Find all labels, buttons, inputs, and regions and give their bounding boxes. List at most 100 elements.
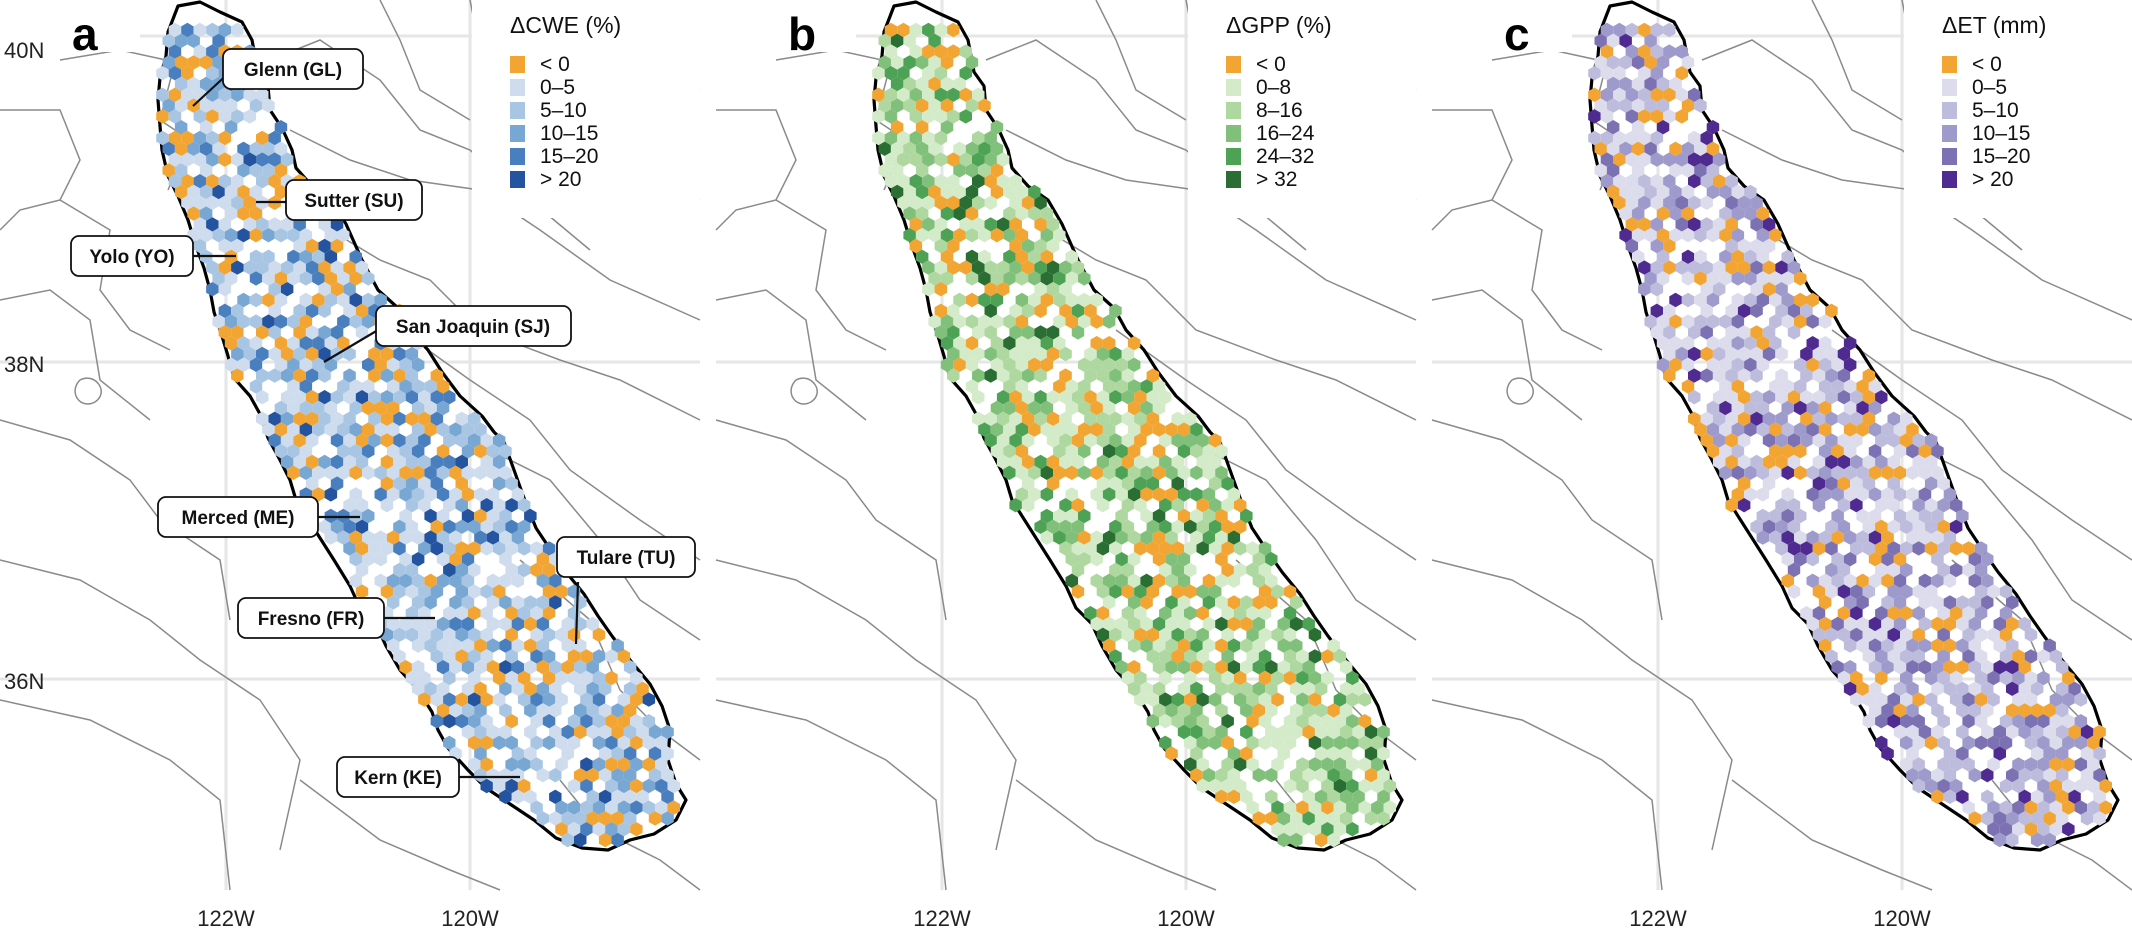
- hex-cell: [1034, 282, 1047, 297]
- hex-cell: [984, 260, 997, 275]
- hex-cell: [1028, 422, 1041, 437]
- hex-cell: [418, 411, 431, 426]
- hex-cell: [1296, 649, 1309, 664]
- hex-cell: [1993, 746, 2006, 761]
- hex-cell: [1700, 130, 1713, 146]
- hex-cell: [443, 433, 456, 448]
- hex-cell: [1003, 357, 1016, 372]
- hex-cell: [486, 508, 500, 524]
- hex-cell: [542, 670, 556, 686]
- hex-cell: [199, 206, 213, 221]
- hex-cell: [312, 292, 325, 308]
- hex-cell: [2037, 735, 2050, 750]
- hex-cell: [436, 508, 450, 524]
- hex-cell: [623, 703, 637, 718]
- hex-cell: [1781, 465, 1794, 480]
- hex-cell: [1769, 228, 1782, 243]
- hex-cell: [418, 670, 431, 686]
- hex-cell: [542, 541, 556, 556]
- hex-cell: [947, 44, 960, 59]
- hex-cell: [1737, 368, 1751, 383]
- hex-cell: [1812, 411, 1826, 426]
- hex-cell: [1906, 746, 1919, 761]
- hex-cell: [1096, 390, 1110, 405]
- hex-cell: [1146, 519, 1160, 534]
- hex-cell: [1993, 811, 2006, 826]
- hex-cell: [1065, 487, 1078, 502]
- hex-cell: [1059, 411, 1072, 426]
- hex-cell: [1868, 616, 1882, 632]
- hex-cell: [561, 746, 574, 761]
- hex-cell: [1171, 476, 1184, 491]
- hex-cell: [1184, 606, 1197, 621]
- hex-cell: [1868, 660, 1882, 675]
- hex-cell: [947, 325, 960, 340]
- hex-cell: [1981, 789, 1994, 804]
- hex-cell: [1800, 368, 1813, 383]
- hex-cell: [574, 703, 587, 718]
- hex-cell: [206, 217, 219, 232]
- legend-label: 10–15: [1972, 122, 2030, 145]
- hex-cell: [947, 195, 960, 210]
- hex-cell: [1818, 357, 1832, 372]
- hex-cell: [505, 562, 518, 578]
- hex-cell: [1862, 519, 1876, 534]
- hex-cell: [480, 498, 493, 513]
- hex-cell: [1290, 703, 1303, 718]
- hex-cell: [436, 681, 450, 696]
- hex-cell: [349, 487, 362, 502]
- hex-cell: [1271, 757, 1284, 772]
- hex-cell: [1302, 703, 1315, 718]
- hex-cell: [574, 811, 587, 826]
- hex-cell: [343, 390, 356, 405]
- hex-cell: [2055, 811, 2069, 826]
- hex-cell: [1040, 487, 1054, 502]
- hex-cell: [1190, 768, 1203, 783]
- hex-cell: [1831, 552, 1844, 567]
- hex-cell: [1663, 109, 1676, 124]
- hex-cell: [1762, 325, 1776, 340]
- hex-cell: [430, 649, 444, 664]
- hex-cell: [1737, 346, 1751, 362]
- hex-cell: [1993, 638, 2006, 653]
- hex-cell: [499, 681, 512, 696]
- hex-cell: [1096, 476, 1110, 491]
- hex-cell: [1134, 498, 1147, 513]
- hex-cell: [605, 670, 618, 686]
- hex-cell: [343, 368, 356, 383]
- hex-cell: [1918, 660, 1932, 675]
- hex-cell: [972, 390, 985, 405]
- hex-cell: [922, 66, 935, 81]
- hex-cell: [2043, 746, 2056, 761]
- hex-cell: [1875, 735, 1888, 750]
- hex-cell: [1258, 627, 1272, 642]
- hex-cell: [1021, 346, 1035, 362]
- hex-cell: [1769, 444, 1782, 459]
- hex-cell: [1999, 800, 2013, 815]
- hex-cell: [1731, 228, 1745, 243]
- hex-cell: [1931, 530, 1944, 545]
- hex-cell: [1731, 314, 1745, 329]
- hex-cell: [218, 174, 232, 189]
- hex-cell: [567, 714, 581, 729]
- hex-cell: [168, 66, 182, 81]
- hex-cell: [418, 454, 431, 470]
- hex-cell: [1812, 541, 1826, 556]
- hex-cell: [1046, 433, 1060, 448]
- hex-cell: [224, 206, 238, 221]
- hex-cell: [386, 444, 400, 459]
- hex-cell: [1053, 379, 1066, 394]
- hex-cell: [1769, 422, 1782, 437]
- hex-cell: [524, 638, 537, 653]
- hex-cell: [1003, 465, 1016, 480]
- hex-cell: [1644, 314, 1657, 329]
- hex-cell: [218, 109, 232, 124]
- hex-cell: [262, 228, 275, 243]
- hex-cell: [480, 757, 493, 772]
- hex-cell: [274, 120, 288, 135]
- hex-cell: [1015, 336, 1029, 351]
- hex-cell: [1818, 465, 1832, 480]
- hex-cell: [430, 627, 444, 642]
- hex-cell: [953, 357, 966, 372]
- hex-cell: [1725, 238, 1738, 254]
